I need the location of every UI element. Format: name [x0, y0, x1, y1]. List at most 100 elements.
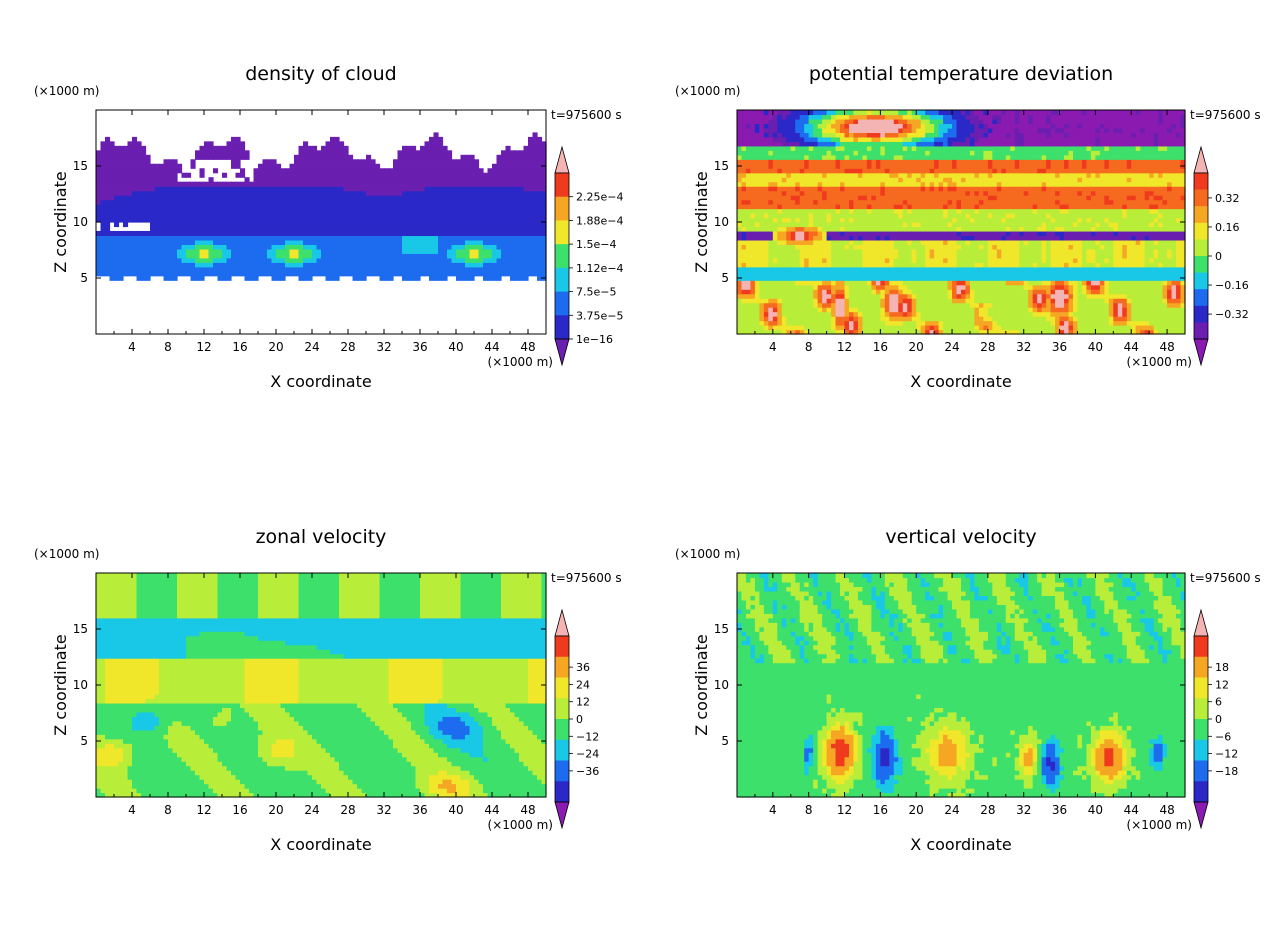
heatmap-cell [871, 311, 877, 317]
heatmap-cell [510, 159, 516, 165]
heatmap-cell [786, 199, 792, 205]
heatmap-cell [208, 248, 214, 254]
heatmap-cell [795, 123, 801, 129]
heatmap-cell [325, 150, 331, 156]
heatmap-cell [316, 257, 322, 263]
heatmap-cell [925, 222, 931, 228]
heatmap-cell [781, 275, 787, 281]
heatmap-cell [799, 248, 805, 254]
heatmap-cell [190, 271, 196, 277]
heatmap-cell [817, 159, 823, 165]
heatmap-cell [763, 257, 769, 263]
heatmap-cell [831, 213, 837, 219]
heatmap-cell [750, 271, 756, 277]
heatmap-cell [478, 168, 484, 174]
heatmap-cell [118, 262, 124, 268]
heatmap-cell [893, 239, 899, 245]
heatmap-cell [871, 329, 877, 335]
heatmap-cell [916, 217, 922, 223]
heatmap-cell [907, 141, 913, 147]
heatmap-cell [280, 271, 286, 277]
heatmap-cell [768, 325, 774, 331]
colorbar-label: 1.5e−4 [576, 238, 616, 251]
heatmap-cell [866, 284, 872, 290]
heatmap-cell [808, 145, 814, 151]
heatmap-cell [456, 163, 462, 169]
heatmap-cell [478, 244, 484, 250]
heatmap-cell [532, 141, 538, 147]
heatmap-cell [889, 199, 895, 205]
heatmap-cell [519, 266, 525, 272]
heatmap-cell [786, 118, 792, 125]
heatmap-cell [907, 226, 913, 232]
heatmap-cell [741, 307, 747, 313]
heatmap-cell [411, 217, 417, 223]
heatmap-cell [118, 271, 124, 277]
heatmap-cell [222, 271, 228, 277]
heatmap-cell [411, 172, 417, 178]
heatmap-cell [96, 190, 102, 196]
heatmap-cell [911, 230, 917, 237]
heatmap-cell [226, 271, 232, 277]
heatmap-cell [240, 181, 246, 187]
heatmap-cell [911, 253, 917, 259]
heatmap-cell [866, 311, 872, 317]
heatmap-cell [831, 110, 837, 116]
heatmap-cell [541, 208, 547, 214]
heatmap-cell [154, 271, 160, 277]
heatmap-cell [231, 141, 237, 147]
heatmap-cell [235, 172, 241, 178]
heatmap-cell [772, 154, 778, 160]
heatmap-cell [240, 145, 246, 151]
heatmap-cell [258, 213, 264, 219]
heatmap-cell [781, 262, 787, 268]
heatmap-cell [100, 186, 106, 192]
heatmap-cell [880, 199, 886, 205]
heatmap-cell [442, 257, 448, 263]
heatmap-cell [763, 222, 769, 228]
heatmap-cell [763, 195, 769, 201]
heatmap-cell [388, 199, 394, 205]
heatmap-cell [172, 235, 178, 241]
heatmap-cell [195, 195, 201, 201]
heatmap-cell [348, 266, 354, 272]
heatmap-cell [424, 271, 430, 277]
heatmap-cell [316, 168, 322, 174]
heatmap-cell [487, 217, 493, 223]
heatmap-cell [519, 230, 525, 237]
heatmap-cell [790, 293, 796, 299]
heatmap-cell [109, 159, 115, 165]
heatmap-cell [348, 248, 354, 254]
heatmap-cell [348, 186, 354, 192]
heatmap-cell [790, 235, 796, 241]
heatmap-cell [804, 141, 810, 147]
heatmap-cell [433, 235, 439, 241]
heatmap-cell [181, 248, 187, 254]
heatmap-cell [541, 195, 547, 201]
heatmap-cell [447, 222, 453, 228]
heatmap-cell [469, 190, 475, 196]
heatmap-cell [208, 235, 214, 241]
heatmap-cell [741, 199, 747, 205]
heatmap-cell [316, 230, 322, 237]
heatmap-cell [510, 186, 516, 192]
heatmap-cell [253, 204, 259, 210]
heatmap-cell [759, 177, 765, 183]
heatmap-cell [451, 204, 457, 210]
heatmap-cell [772, 195, 778, 201]
heatmap-cell [920, 222, 926, 228]
heatmap-cell [114, 168, 120, 174]
heatmap-cell [745, 239, 752, 245]
heatmap-cell [875, 168, 881, 174]
heatmap-cell [406, 195, 412, 201]
heatmap-cell [911, 293, 917, 299]
heatmap-cell [862, 204, 868, 210]
heatmap-cell [465, 195, 471, 201]
heatmap-cell [343, 244, 349, 250]
heatmap-cell [541, 235, 547, 241]
heatmap-cell [231, 239, 237, 245]
heatmap-cell [312, 239, 318, 245]
heatmap-cell [844, 127, 850, 133]
heatmap-cell [532, 266, 538, 272]
heatmap-cell [150, 163, 156, 169]
